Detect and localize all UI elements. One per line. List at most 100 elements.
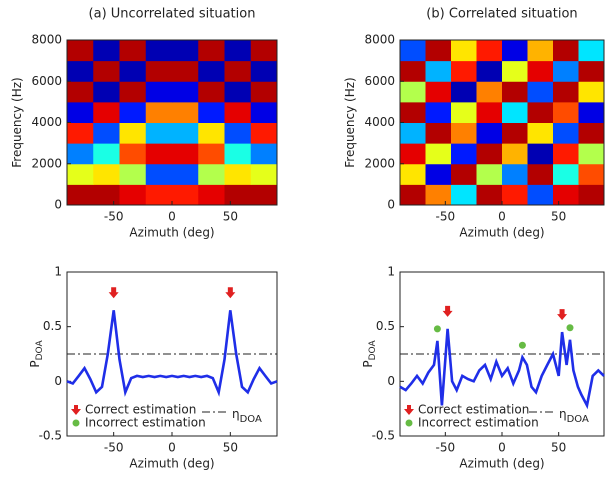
heatmap-cell <box>224 101 252 123</box>
heatmap-cell <box>553 122 579 144</box>
heatmap-cell <box>119 81 147 103</box>
heatmap-cell <box>400 163 426 185</box>
heatmap-cell <box>250 101 278 123</box>
heatmap-cell <box>451 81 477 103</box>
y-axis-label: Frequency (Hz) <box>343 77 357 168</box>
heatmap-cell <box>67 81 94 103</box>
heatmap-cell <box>93 122 120 144</box>
heatmap-cell <box>502 122 528 144</box>
heatmap-cell <box>527 101 554 123</box>
y-tick-label: 0.5 <box>376 319 395 333</box>
heatmap-cell <box>145 40 173 62</box>
heatmap-cell <box>451 60 477 82</box>
heatmap-cell <box>400 122 426 144</box>
y-tick-label: 1 <box>387 265 395 279</box>
heatmap-cell <box>93 40 120 62</box>
heatmap-cell <box>578 184 605 206</box>
heatmap-cell <box>425 143 452 165</box>
heatmap-cell <box>451 143 477 165</box>
heatmap-cell <box>400 81 426 103</box>
legend-label: Incorrect estimation <box>85 416 206 430</box>
heatmap-cell <box>250 163 278 185</box>
heatmap-cell <box>578 101 605 123</box>
x-tick-label: -50 <box>436 441 456 455</box>
heatmap-cell <box>476 101 503 123</box>
heatmap-cell <box>119 184 147 206</box>
legend-swatch <box>72 419 80 427</box>
heatmap-cell <box>502 163 528 185</box>
legend-swatch <box>405 419 413 427</box>
y-axis-label-main: Frequency (Hz) <box>343 77 357 168</box>
heatmap-cell <box>527 184 554 206</box>
heatmap-cell <box>502 40 528 62</box>
y-tick-label: 0 <box>387 374 395 388</box>
heatmap-cell <box>67 60 94 82</box>
heatmap-cell <box>527 60 554 82</box>
heatmap-cell <box>93 143 120 165</box>
heatmap-cell <box>172 40 199 62</box>
heatmap-cell <box>527 143 554 165</box>
heatmap-cell <box>93 101 120 123</box>
y-tick-label: 0 <box>54 374 62 388</box>
heatmap-cell <box>502 81 528 103</box>
heatmap-cell <box>451 122 477 144</box>
y-tick-label: 1 <box>54 265 62 279</box>
heatmap-cell <box>553 163 579 185</box>
heatmap-cell <box>198 81 225 103</box>
heatmap-cell <box>119 163 147 185</box>
y-axis-label-main: P <box>28 360 42 367</box>
threshold-label-sub: DOA <box>567 414 589 425</box>
heatmap-cell <box>578 60 605 82</box>
heatmap-cell <box>578 40 605 62</box>
x-tick-label: 50 <box>551 210 566 224</box>
heatmap-cell <box>476 60 503 82</box>
heatmap-cell <box>172 81 199 103</box>
heatmap-cell <box>425 40 452 62</box>
heatmap-cell <box>451 101 477 123</box>
incorrect-marker <box>518 341 526 349</box>
heatmap-cell <box>553 81 579 103</box>
heatmap-cell <box>250 143 278 165</box>
y-axis-label-sub: DOA <box>35 340 45 361</box>
heatmap-cell <box>502 101 528 123</box>
heatmap-cell <box>67 163 94 185</box>
heatmap-cell <box>145 60 173 82</box>
heatmap-cell <box>451 163 477 185</box>
threshold-label-main: η <box>559 407 567 421</box>
x-axis-label: Azimuth (deg) <box>459 226 544 240</box>
heatmap-cell <box>224 81 252 103</box>
x-tick-label: 50 <box>223 441 238 455</box>
heatmap-cell <box>93 184 120 206</box>
legend-label: Incorrect estimation <box>418 416 539 430</box>
y-tick-label: 6000 <box>31 74 62 88</box>
heatmap-cell <box>400 143 426 165</box>
threshold-label: ηDOA <box>232 407 262 426</box>
x-tick-label: 0 <box>498 210 506 224</box>
y-axis-label: Frequency (Hz) <box>10 77 24 168</box>
heatmap-cell <box>119 101 147 123</box>
heatmap-cell <box>425 122 452 144</box>
heatmap-cell <box>172 101 199 123</box>
y-tick-label: 0 <box>387 198 395 212</box>
heatmap-cell <box>476 81 503 103</box>
x-axis-label: Azimuth (deg) <box>129 457 214 471</box>
legend-swatch <box>71 405 81 415</box>
correct-marker <box>557 309 568 321</box>
correct-marker <box>225 287 236 299</box>
heatmap-cell <box>172 184 199 206</box>
heatmap-cell <box>119 40 147 62</box>
y-tick-label: 8000 <box>31 33 62 47</box>
heatmap-cell <box>451 40 477 62</box>
heatmap-cell <box>224 163 252 185</box>
heatmap-cell <box>67 40 94 62</box>
heatmap-cell <box>224 40 252 62</box>
heatmap-cell <box>476 143 503 165</box>
y-axis-label: PDOA <box>28 340 45 368</box>
y-tick-label: -0.5 <box>372 429 395 443</box>
heatmap-cell <box>145 143 173 165</box>
heatmap-cell <box>145 81 173 103</box>
y-axis-label-sub: DOA <box>368 340 378 361</box>
heatmap-cell <box>250 81 278 103</box>
heatmap-cell <box>198 143 225 165</box>
x-tick-label: 0 <box>168 210 176 224</box>
